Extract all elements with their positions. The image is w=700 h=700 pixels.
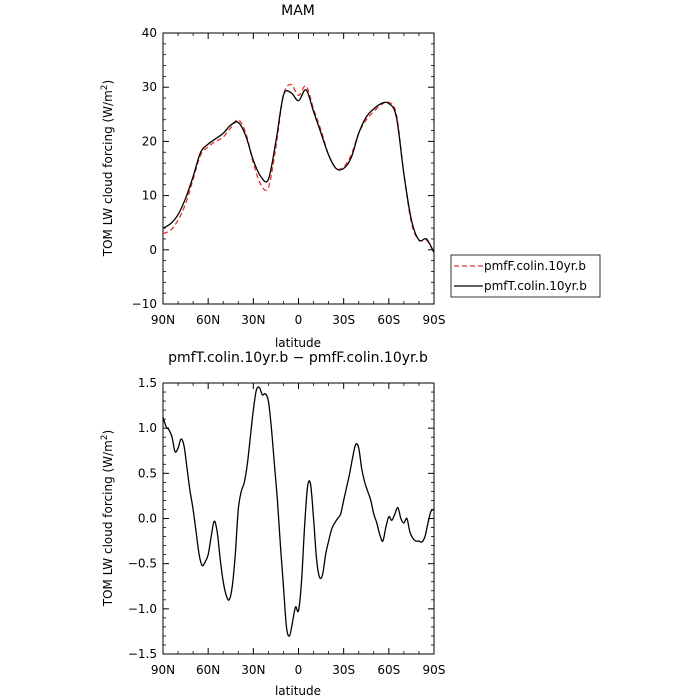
top-y-tick-label: 30: [142, 80, 157, 94]
bottom-series-group: [162, 386, 435, 637]
top-ylabel: TOM LW cloud forcing (W/m2): [100, 80, 115, 257]
bottom-y-tick-label: −1.0: [128, 602, 157, 616]
bottom-y-tick-label: 1.0: [138, 421, 157, 435]
top-series-group: [162, 83, 435, 253]
bottom-x-tick-label: 90S: [423, 663, 446, 677]
legend-label-pmfF: pmfF.colin.10yr.b: [484, 259, 586, 273]
top-title: MAM: [281, 3, 315, 19]
bottom-panel: pmfT.colin.10yr.b − pmfF.colin.10yr.b −1…: [100, 350, 445, 698]
top-y-tick-label: −10: [132, 297, 157, 311]
bottom-x-tick-label: 30N: [241, 663, 265, 677]
top-series-line-pmfT: [162, 89, 435, 253]
top-x-tick-label: 90N: [151, 313, 175, 327]
bottom-y-tick-labels: −1.5 −1.0 −0.5 0.0 0.5 1.0 1.5: [128, 376, 157, 661]
legend-label-pmfT: pmfT.colin.10yr.b: [484, 279, 587, 293]
top-x-tick-label: 60N: [196, 313, 220, 327]
bottom-x-tick-label: 30S: [332, 663, 355, 677]
bottom-x-tick-label: 0: [295, 663, 303, 677]
top-y-tick-label: 40: [142, 26, 157, 40]
bottom-ylabel-main: TOM LW cloud forcing (W/m: [101, 440, 115, 607]
top-ylabel-close: ): [101, 80, 115, 85]
top-y-tick-label: 10: [142, 189, 157, 203]
bottom-x-tick-label: 90N: [151, 663, 175, 677]
bottom-series-line-difference: [162, 386, 435, 637]
top-series-line-pmfF: [162, 83, 435, 253]
bottom-x-tick-labels: 90N 60N 30N 0 30S 60S 90S: [151, 663, 446, 677]
legend: pmfF.colin.10yr.b pmfT.colin.10yr.b: [450, 254, 601, 298]
legend-box: [450, 254, 601, 298]
bottom-xlabel: latitude: [275, 684, 321, 698]
top-ylabel-main: TOM LW cloud forcing (W/m: [101, 90, 115, 257]
top-x-tick-label: 30S: [332, 313, 355, 327]
top-x-tick-label: 90S: [423, 313, 446, 327]
bottom-ylabel-sup: 2: [100, 434, 110, 440]
top-xlabel: latitude: [275, 336, 321, 350]
bottom-y-tick-label: −1.5: [128, 647, 157, 661]
bottom-y-tick-label: 0.5: [138, 466, 157, 480]
bottom-y-tick-label: −0.5: [128, 557, 157, 571]
top-plot-frame: [162, 32, 435, 305]
bottom-y-tick-label: 1.5: [138, 376, 157, 390]
top-x-tick-label: 30N: [241, 313, 265, 327]
top-y-tick-label: 20: [142, 134, 157, 148]
top-y-tick-label: 0: [149, 243, 157, 257]
bottom-x-tick-label: 60N: [196, 663, 220, 677]
top-y-tick-labels: −10 0 10 20 30 40: [132, 26, 157, 311]
bottom-y-tick-label: 0.0: [138, 512, 157, 526]
top-x-tick-label: 60S: [377, 313, 400, 327]
bottom-ylabel: TOM LW cloud forcing (W/m2): [100, 430, 115, 607]
top-ticks: [162, 32, 435, 305]
bottom-ylabel-close: ): [101, 430, 115, 435]
bottom-title: pmfT.colin.10yr.b − pmfF.colin.10yr.b: [168, 350, 428, 366]
bottom-x-tick-label: 60S: [377, 663, 400, 677]
top-x-tick-labels: 90N 60N 30N 0 30S 60S 90S: [151, 313, 446, 327]
top-x-tick-label: 0: [295, 313, 303, 327]
bottom-ticks: [162, 382, 435, 655]
top-ylabel-sup: 2: [100, 84, 110, 90]
top-panel: MAM −10 0 10 20 30 40 90N 60N 30N 0 30S 60S 90S lat…: [100, 3, 445, 350]
